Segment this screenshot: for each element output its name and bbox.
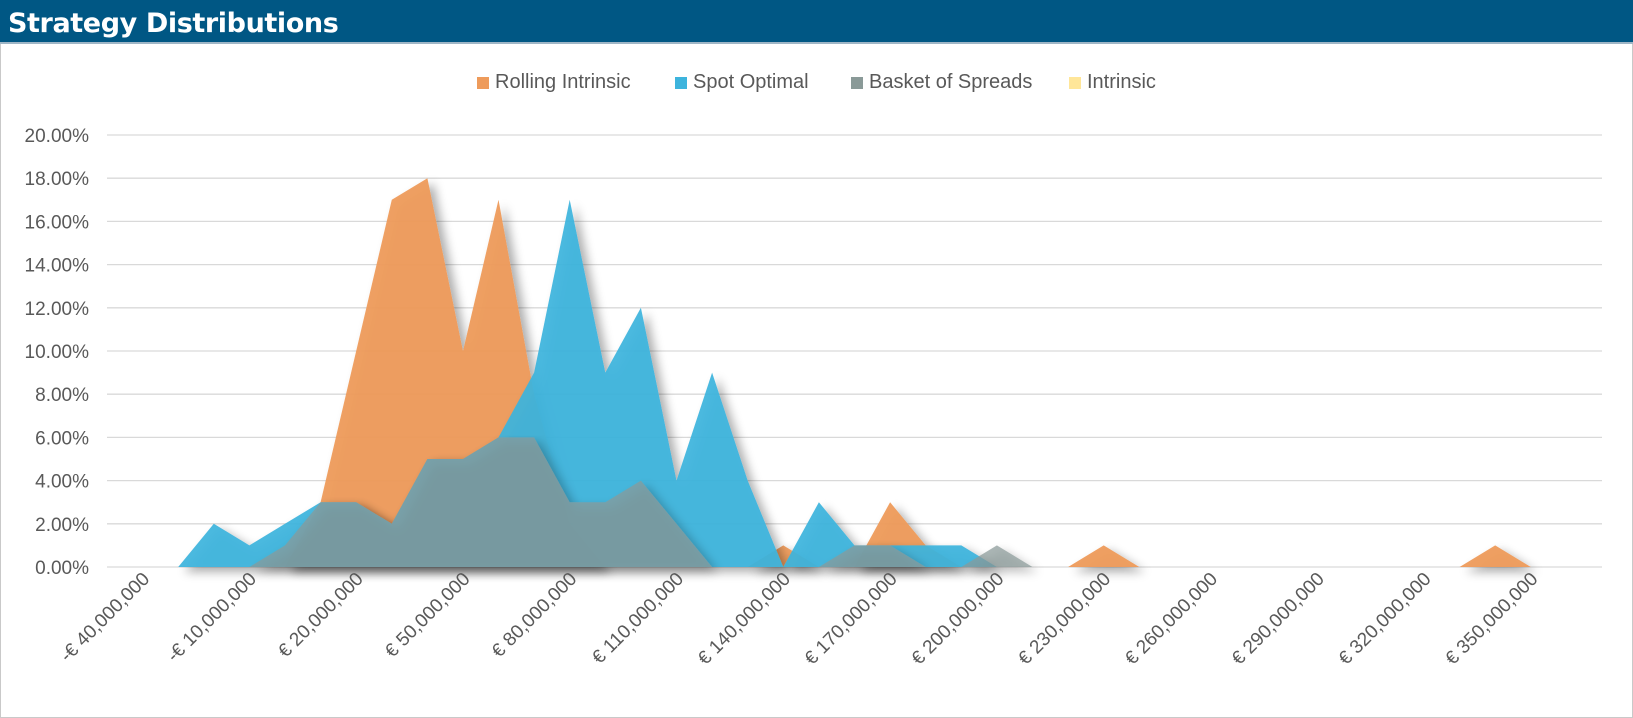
legend: Rolling Intrinsic Spot Optimal Basket of S… [477,71,1156,93]
y-tick-label: 12.00% [25,299,90,320]
legend-swatch [477,77,489,89]
y-tick-label: 10.00% [25,342,90,363]
x-tick-label: € 20,000,000 [274,569,367,662]
legend-swatch [1069,77,1081,89]
legend-label: Rolling Intrinsic [495,71,631,93]
y-tick-label: 16.00% [25,212,90,233]
title-bar: Strategy Distributions [0,0,1633,44]
y-axis: 0.00% 2.00% 4.00% 6.00% 8.00% 10.00% 12.00% 14.… [25,126,90,579]
y-tick-label: 14.00% [25,256,90,277]
y-tick-label: 2.00% [35,515,89,536]
legend-swatch [851,77,863,89]
x-tick-label: € 290,000,000 [1228,569,1329,670]
series-areas [142,178,1531,568]
vertical-markers [292,178,431,567]
x-tick-label: € 230,000,000 [1014,569,1115,670]
legend-label: Basket of Spreads [869,71,1032,93]
page-title: Strategy Distributions [8,8,339,39]
x-tick-label: € 170,000,000 [801,569,902,670]
x-tick-label: € 110,000,000 [588,569,688,669]
y-tick-label: 0.00% [35,558,89,579]
x-tick-label: -€ 10,000,000 [163,569,261,667]
x-tick-label: € 50,000,000 [381,569,474,662]
y-tick-label: 4.00% [35,472,89,493]
x-tick-label: € 320,000,000 [1335,569,1436,670]
legend-label: Spot Optimal [693,71,809,93]
legend-swatch [675,77,687,89]
x-tick-label: € 200,000,000 [908,569,1009,670]
y-tick-label: 18.00% [25,169,90,190]
x-tick-label: € 80,000,000 [488,569,581,662]
y-tick-label: 6.00% [35,428,89,449]
x-tick-label: € 350,000,000 [1442,569,1543,670]
strategy-distribution-chart: 0.00% 2.00% 4.00% 6.00% 8.00% 10.00% 12.00% 14.… [25,71,1602,670]
x-tick-label: -€ 40,000,000 [56,569,154,667]
y-tick-label: 20.00% [25,126,90,147]
x-axis: -€ 40,000,000 -€ 10,000,000 € 20,000,000 € … [56,569,1542,670]
x-tick-label: € 140,000,000 [694,569,795,670]
x-tick-label: € 260,000,000 [1121,569,1222,670]
legend-label: Intrinsic [1087,71,1156,93]
y-tick-label: 8.00% [35,385,89,406]
area-series-basket-of-spreads [142,437,1531,567]
